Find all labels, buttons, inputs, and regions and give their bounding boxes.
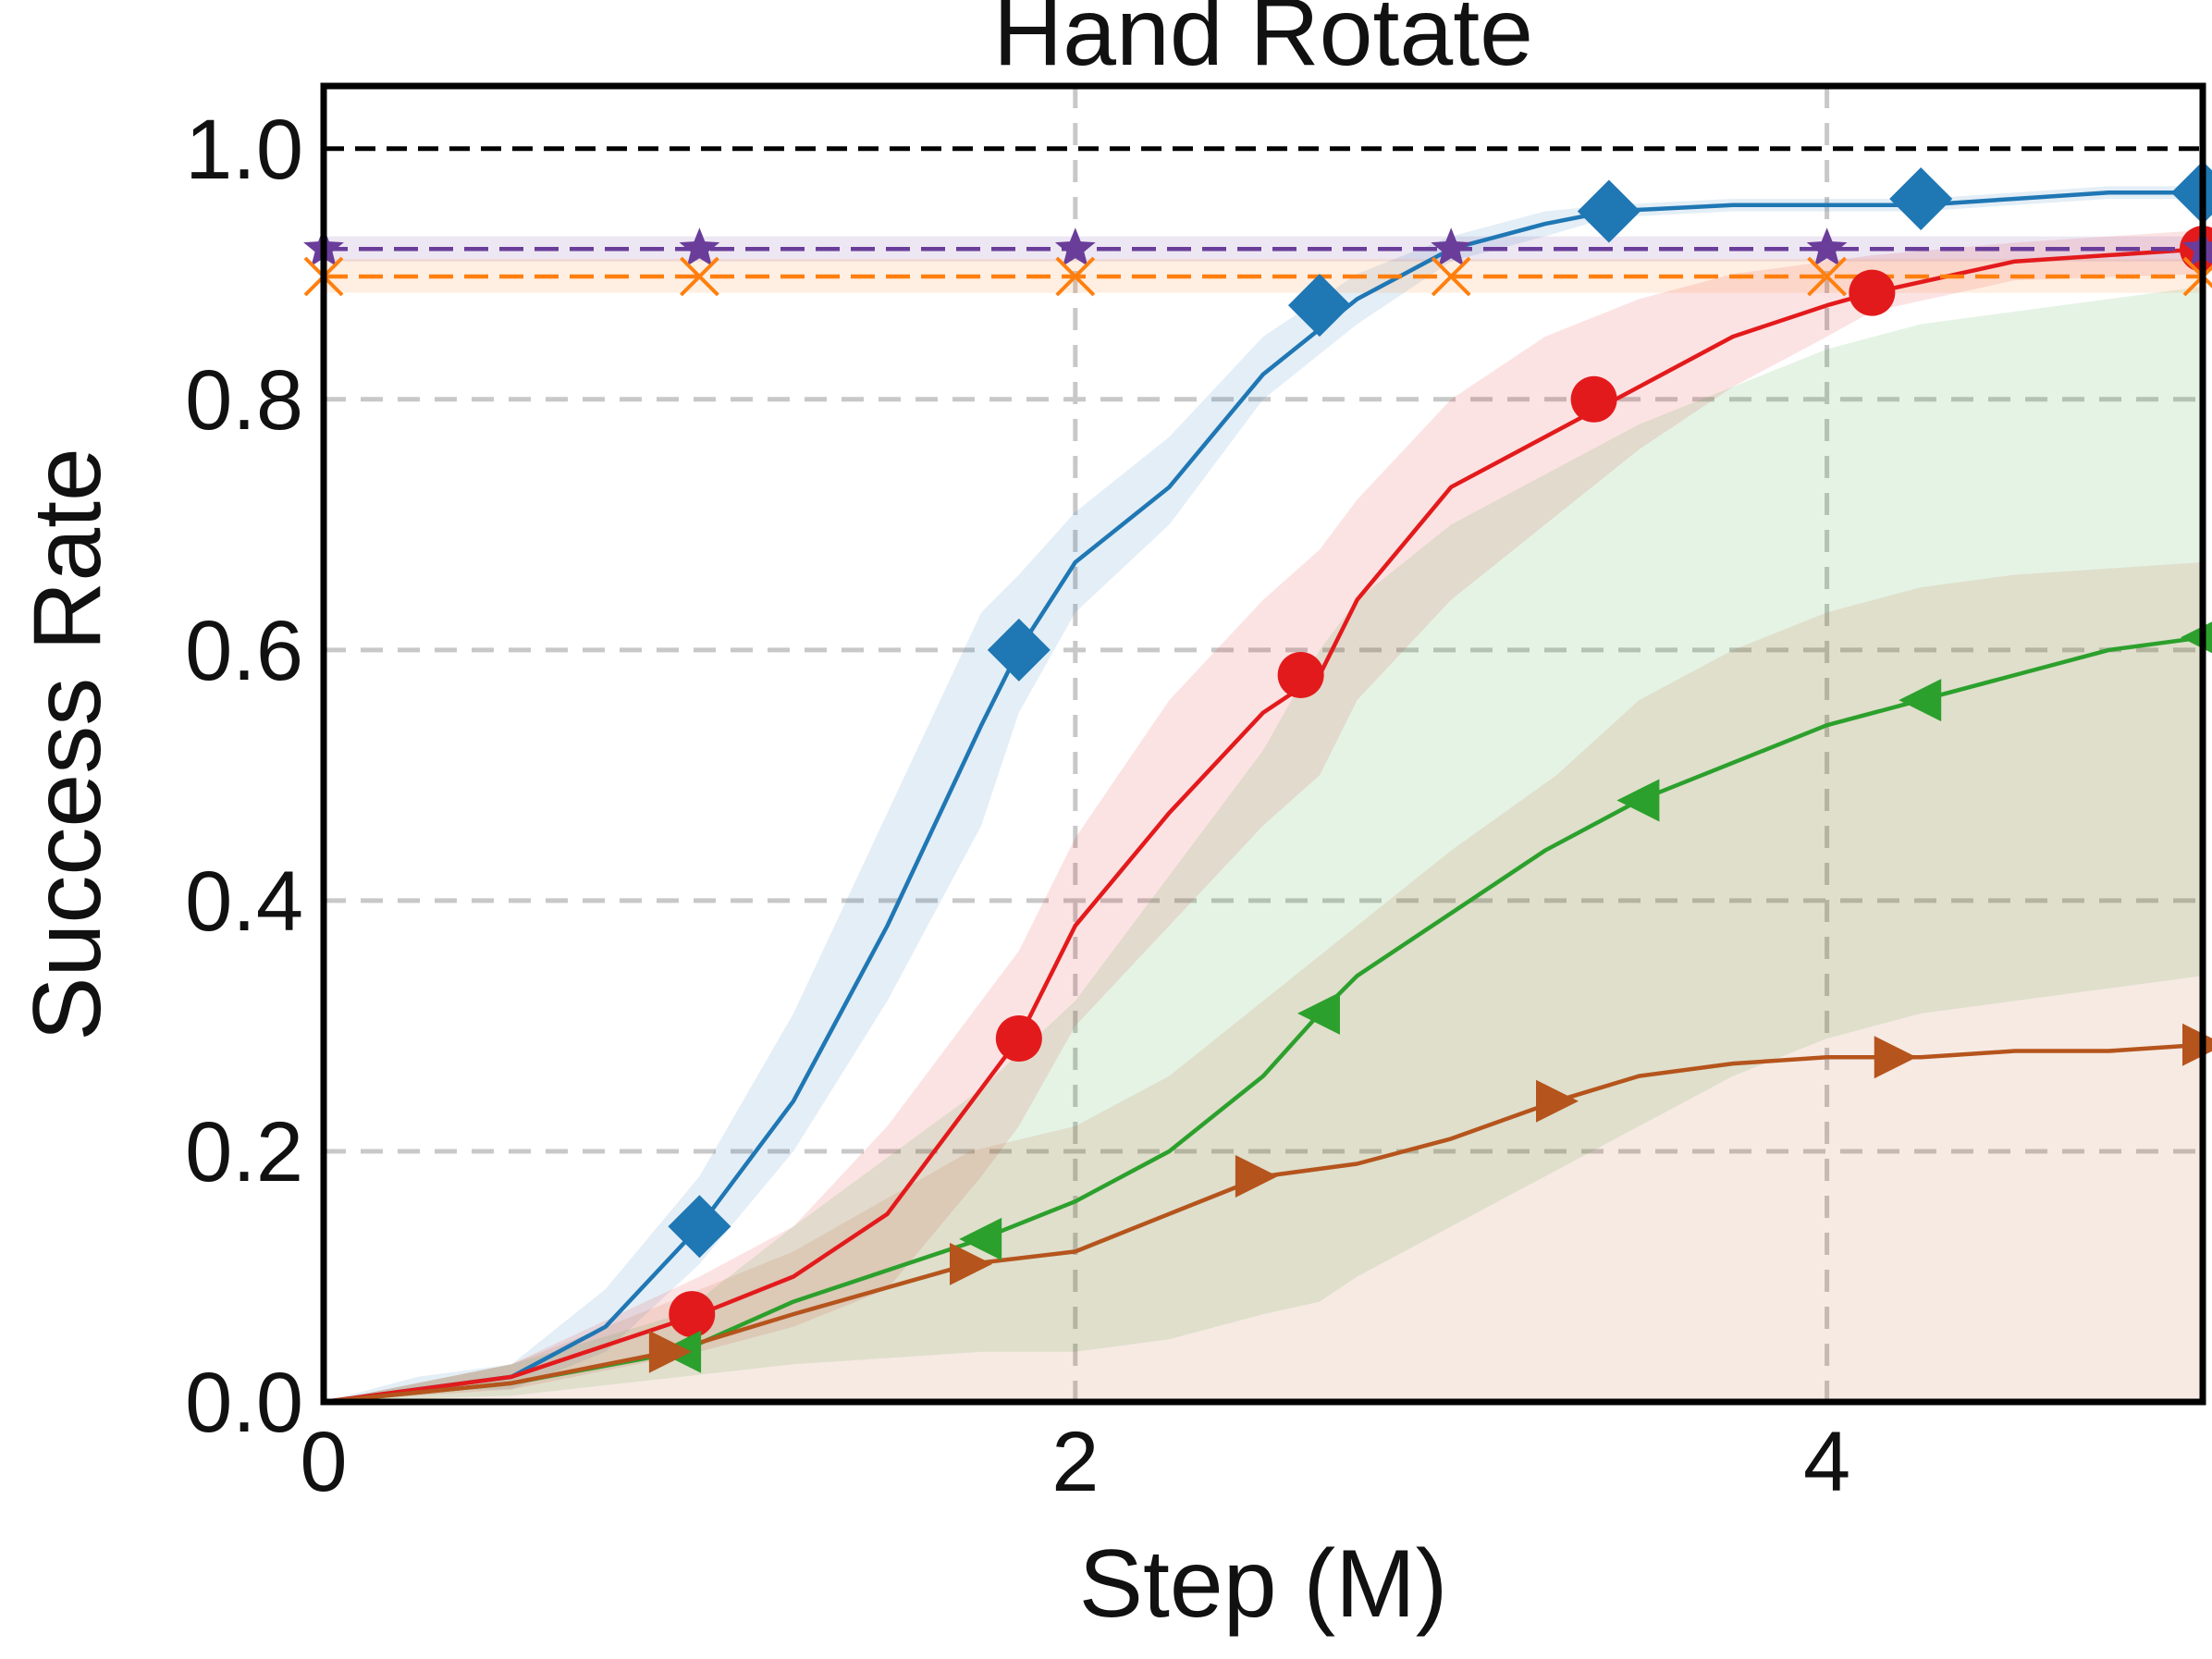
series-marker-triangle-left <box>1616 779 1660 822</box>
series-marker-x <box>1431 256 1471 297</box>
y-tick-label: 0.4 <box>185 854 303 949</box>
series-marker-circle <box>1570 375 1617 423</box>
grid <box>324 86 2203 1402</box>
series-line <box>323 1042 2204 1405</box>
series-marker-diamond <box>1287 274 1351 338</box>
series-marker-triangle-right <box>648 1330 692 1373</box>
series-marker-diamond <box>987 618 1051 682</box>
series-marker-x <box>1055 256 1096 297</box>
series-marker-circle <box>1849 269 1896 316</box>
series-marker-triangle-right <box>950 1242 993 1285</box>
series-marker-triangle-right <box>1874 1036 1917 1079</box>
series-band <box>324 562 2203 1402</box>
series-marker-circle <box>995 1014 1042 1062</box>
series-marker-triangle-right <box>1235 1155 1278 1198</box>
series-marker-triangle-right <box>1535 1079 1579 1123</box>
series-line <box>323 190 2203 1405</box>
series-marker-triangle-left <box>1899 679 1942 722</box>
series-band <box>324 259 2203 293</box>
x-tick-label: 0 <box>300 1415 347 1509</box>
series-marker-circle <box>669 1291 716 1338</box>
y-tick-label: 0.0 <box>185 1356 303 1450</box>
series-marker-diamond <box>1577 179 1641 243</box>
series-band <box>324 229 2203 1402</box>
confidence-bands <box>324 186 2203 1402</box>
series-marker-triangle-left <box>1296 991 1340 1035</box>
plot-frame <box>320 82 2206 1406</box>
chart-title: Hand Rotate <box>993 0 1533 86</box>
series-marker-x <box>1807 256 1848 297</box>
series-marker-star <box>1054 227 1096 266</box>
x-tick-label: 4 <box>1803 1415 1850 1509</box>
series-marker-triangle-right <box>2182 1023 2212 1066</box>
tick-labels: 0 2 4 0.0 0.2 0.4 0.6 0.8 1.0 <box>185 103 1850 1509</box>
series-band <box>324 286 2203 1402</box>
series-marker-diamond <box>1889 166 1953 230</box>
series-marker-circle <box>1277 651 1324 698</box>
series-marker-star <box>1806 227 1848 266</box>
y-tick-label: 0.2 <box>185 1105 303 1199</box>
series-marker-star <box>679 227 720 266</box>
series-marker-diamond <box>668 1195 731 1259</box>
x-tick-label: 2 <box>1051 1415 1099 1509</box>
series-lines <box>323 190 2204 1405</box>
y-tick-label: 1.0 <box>185 103 303 197</box>
y-axis-label: Success Rate <box>14 448 121 1041</box>
series-marker-x <box>679 256 719 297</box>
y-tick-label: 0.8 <box>185 353 303 448</box>
y-tick-label: 0.6 <box>185 604 303 698</box>
series-marker-star <box>1431 227 1472 266</box>
series-band <box>324 236 2203 262</box>
series-marker-triangle-left <box>959 1217 1002 1260</box>
x-axis-label: Step (M) <box>1079 1530 1448 1638</box>
